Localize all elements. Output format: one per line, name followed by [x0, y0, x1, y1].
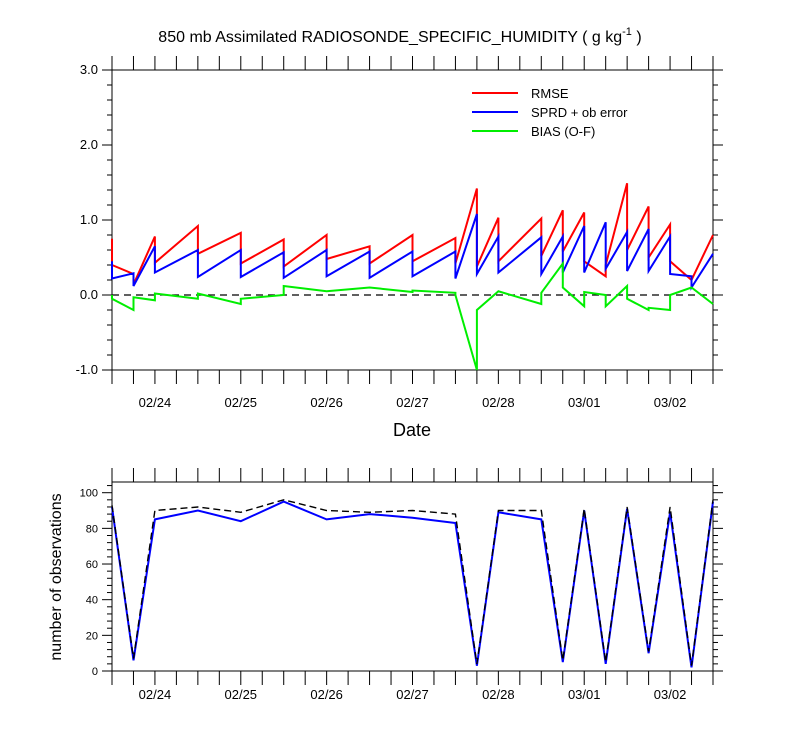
top-ytick-label: -1.0 — [76, 362, 98, 377]
top-ytick-label: 3.0 — [80, 62, 98, 77]
legend-label-rmse: RMSE — [531, 86, 569, 101]
top-series-rmse — [111, 182, 714, 285]
bottom-xtick-label: 03/01 — [568, 687, 601, 702]
top-ytick-label: 2.0 — [80, 137, 98, 152]
chart-title-end: ) — [632, 29, 642, 46]
bottom-plot: 0 20 40 60 80 100 02/24 02/25 02/26 02/27 02/28 03/… — [80, 468, 723, 702]
bottom-xtick-label: 02/28 — [482, 687, 515, 702]
bottom-xtick-label: 02/27 — [396, 687, 429, 702]
bottom-ytick-label: 60 — [86, 559, 98, 571]
bottom-series-possible — [111, 499, 714, 666]
top-xtick-label: 03/02 — [654, 395, 687, 410]
top-plot: -1.0 0.0 1.0 2.0 3.0 02/24 02/25 02/26 02/27 02/2… — [76, 56, 723, 410]
top-series-sprd-ob-error — [111, 213, 714, 291]
top-xlabel: Date — [393, 420, 431, 440]
bottom-ylabel: number of observations — [48, 493, 65, 660]
top-xtick-label: 02/28 — [482, 395, 515, 410]
legend-label-sprd-ob-error: SPRD + ob error — [531, 105, 628, 120]
bottom-ytick-label: 0 — [92, 666, 98, 678]
bottom-ytick-label: 40 — [86, 595, 98, 607]
top-xtick-label: 02/26 — [310, 395, 343, 410]
bottom-ytick-label: 100 — [80, 488, 98, 500]
chart-title-main: 850 mb Assimilated RADIOSONDE_SPECIFIC_H… — [158, 29, 622, 46]
top-xtick-label: 03/01 — [568, 395, 601, 410]
legend-label-bias-o-f: BIAS (O-F) — [531, 124, 595, 139]
chart-title-superscript: -1 — [622, 26, 632, 38]
top-xtick-label: 02/24 — [139, 395, 172, 410]
top-xtick-label: 02/25 — [225, 395, 258, 410]
top-xtick-label: 02/27 — [396, 395, 429, 410]
bottom-ytick-label: 80 — [86, 523, 98, 535]
bottom-xtick-label: 02/25 — [225, 687, 258, 702]
bottom-series-used — [111, 500, 714, 668]
bottom-ytick-label: 20 — [86, 630, 98, 642]
bottom-xtick-label: 02/26 — [310, 687, 343, 702]
bottom-xtick-label: 03/02 — [654, 687, 687, 702]
top-series-bias-o-f — [111, 260, 714, 371]
chart-title: 850 mb Assimilated RADIOSONDE_SPECIFIC_H… — [158, 26, 641, 46]
bottom-xtick-label: 02/24 — [139, 687, 172, 702]
top-ytick-label: 0.0 — [80, 287, 98, 302]
top-ytick-label: 1.0 — [80, 212, 98, 227]
